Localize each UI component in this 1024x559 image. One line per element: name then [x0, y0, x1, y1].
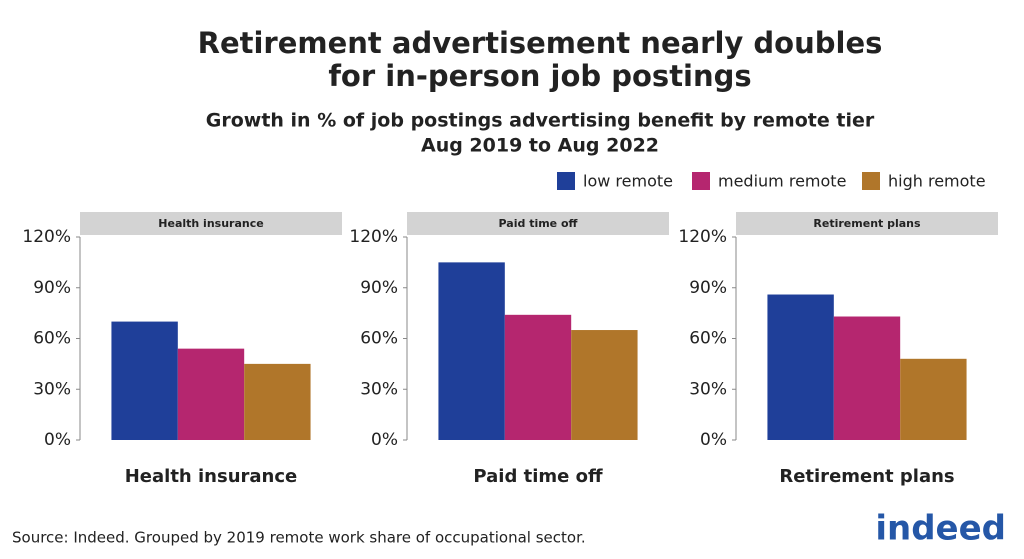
legend-label: high remote: [888, 172, 986, 191]
x-axis-label: Health insurance: [125, 466, 298, 487]
y-tick-label: 60%: [33, 329, 71, 349]
source-note: Source: Indeed. Grouped by 2019 remote w…: [12, 529, 586, 547]
y-tick-label: 90%: [360, 278, 398, 298]
y-tick-label: 0%: [44, 430, 71, 450]
x-axis-label: Retirement plans: [779, 466, 954, 487]
bar: [111, 321, 178, 440]
strip-label: Retirement plans: [813, 217, 921, 230]
bar: [571, 330, 638, 440]
chart-title: Retirement advertisement nearly doubles: [198, 26, 883, 60]
y-tick-label: 120%: [349, 227, 398, 247]
strip: [736, 212, 998, 235]
bar: [900, 358, 967, 440]
y-tick-label: 60%: [689, 329, 727, 349]
bar: [438, 262, 505, 440]
bar: [833, 316, 901, 440]
chart-subtitle: Aug 2019 to Aug 2022: [421, 135, 659, 157]
y-tick-label: 120%: [678, 227, 727, 247]
legend-swatch: [557, 172, 575, 190]
legend-label: low remote: [583, 172, 673, 191]
y-tick-label: 30%: [360, 379, 398, 399]
y-tick-label: 30%: [33, 379, 71, 399]
x-axis-label: Paid time off: [473, 466, 603, 487]
legend-swatch: [692, 172, 710, 190]
chart-title: for in-person job postings: [328, 59, 751, 93]
bar: [767, 294, 834, 440]
y-tick-label: 120%: [22, 227, 71, 247]
y-tick-label: 30%: [689, 379, 727, 399]
logo: indeed: [875, 509, 1006, 549]
bar: [244, 363, 311, 440]
strip: [80, 212, 342, 235]
chart-subtitle: Growth in % of job postings advertising …: [206, 110, 875, 132]
legend-swatch: [862, 172, 880, 190]
bar: [504, 314, 572, 440]
y-tick-label: 90%: [33, 278, 71, 298]
bar: [177, 348, 245, 440]
legend-label: medium remote: [718, 172, 846, 191]
y-tick-label: 0%: [371, 430, 398, 450]
strip: [407, 212, 669, 235]
strip-label: Paid time off: [499, 217, 578, 230]
y-tick-label: 90%: [689, 278, 727, 298]
y-tick-label: 60%: [360, 329, 398, 349]
y-tick-label: 0%: [700, 430, 727, 450]
strip-label: Health insurance: [158, 217, 263, 230]
